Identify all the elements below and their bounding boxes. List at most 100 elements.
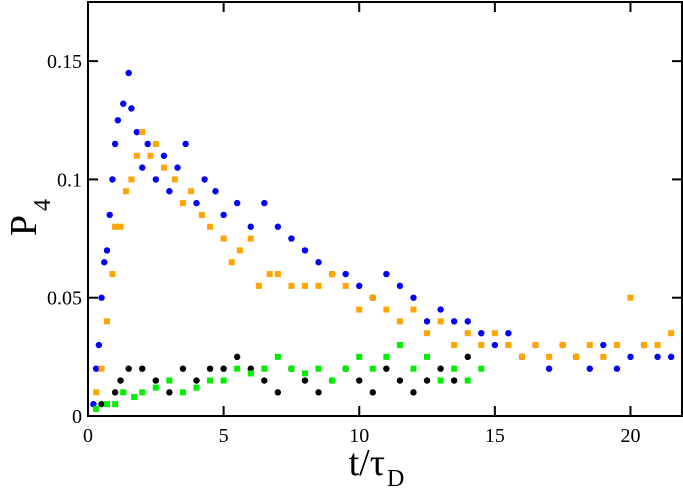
point: [266, 271, 273, 278]
point: [233, 353, 241, 361]
point: [396, 377, 404, 384]
point: [464, 353, 471, 361]
point: [152, 384, 159, 391]
point: [532, 342, 539, 349]
point: [274, 353, 281, 360]
point: [668, 330, 675, 337]
x-axis-label: t/τ: [349, 442, 385, 484]
point: [586, 365, 593, 372]
point: [451, 342, 458, 349]
point: [114, 117, 122, 124]
point: [654, 353, 661, 361]
point: [131, 394, 138, 401]
point: [505, 330, 512, 337]
plot-frame: [87, 1, 683, 417]
point: [464, 330, 471, 337]
point: [274, 389, 282, 396]
point: [396, 282, 404, 290]
point: [236, 247, 243, 254]
point: [228, 259, 235, 266]
point: [188, 188, 195, 195]
point: [369, 294, 376, 301]
point: [125, 365, 132, 372]
point: [139, 164, 146, 171]
point: [423, 318, 431, 325]
point: [234, 365, 241, 372]
point: [247, 370, 254, 377]
point: [182, 140, 189, 148]
point: [600, 353, 607, 360]
point: [160, 152, 168, 159]
point: [207, 223, 214, 230]
point: [112, 223, 119, 230]
point: [437, 306, 444, 313]
y-tick-label: 0.15: [47, 51, 82, 73]
point: [109, 271, 116, 278]
point: [396, 318, 403, 325]
point: [90, 400, 97, 408]
point: [201, 176, 208, 183]
y-tick-label: 0: [72, 406, 82, 428]
point: [122, 188, 129, 195]
point: [212, 188, 219, 195]
point: [478, 365, 485, 372]
point: [103, 247, 111, 254]
y-axis-label-group: P 4: [3, 199, 56, 236]
y-axis-label: P: [3, 215, 45, 236]
point: [383, 353, 390, 360]
point: [356, 377, 363, 384]
point: [133, 152, 140, 159]
point: [478, 342, 485, 349]
point: [247, 223, 254, 230]
x-tick-label: 5: [219, 425, 229, 447]
point: [152, 377, 160, 384]
point: [491, 341, 499, 349]
point: [437, 365, 444, 372]
point: [288, 235, 295, 242]
point: [315, 365, 322, 372]
plot-markers: [90, 69, 675, 412]
x-tick-label: 0: [83, 425, 93, 447]
point: [274, 271, 281, 278]
point: [179, 365, 187, 372]
point: [410, 306, 417, 313]
point: [274, 223, 282, 230]
point: [98, 294, 105, 301]
x-axis-label-sub: D: [387, 466, 404, 492]
point: [423, 377, 431, 384]
point: [491, 330, 498, 337]
point: [207, 377, 214, 384]
point: [111, 389, 119, 396]
point: [301, 282, 308, 289]
point: [220, 365, 227, 372]
point: [356, 353, 363, 360]
point: [220, 235, 227, 242]
point: [288, 282, 295, 289]
point: [383, 270, 390, 278]
point: [125, 69, 132, 77]
point: [464, 377, 471, 384]
x-tick-label: 10: [349, 425, 369, 447]
point: [410, 365, 417, 372]
point: [424, 330, 431, 337]
point: [139, 129, 146, 136]
point: [128, 105, 135, 112]
y-tick-label: 0.05: [47, 288, 82, 310]
point: [369, 389, 376, 396]
point: [586, 342, 593, 349]
point: [152, 176, 160, 183]
point: [613, 365, 621, 372]
point: [179, 200, 186, 207]
point: [383, 365, 390, 372]
point: [128, 176, 135, 183]
point: [92, 365, 100, 372]
point: [518, 353, 525, 360]
point: [120, 389, 127, 396]
point: [106, 211, 113, 219]
y-axis-label-sub: 4: [30, 199, 56, 211]
point: [261, 199, 268, 207]
x-tick-label: 15: [485, 425, 505, 447]
point: [220, 377, 227, 384]
point: [171, 176, 178, 183]
point: [152, 140, 159, 147]
